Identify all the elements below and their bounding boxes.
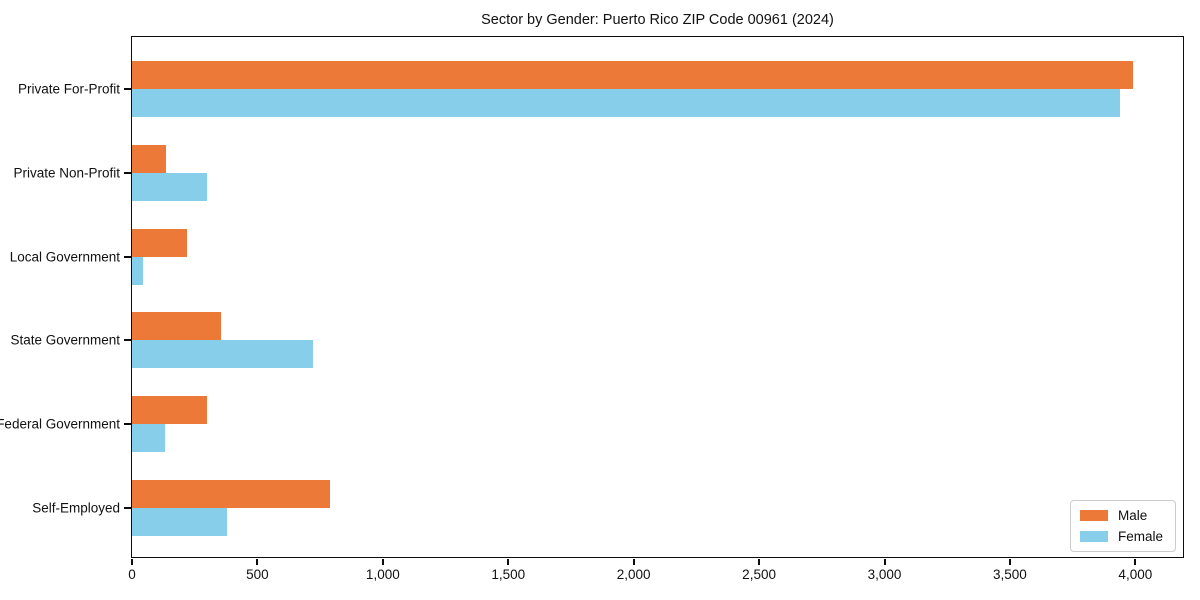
legend-label-male: Male	[1117, 508, 1148, 523]
legend: Male Female	[1069, 500, 1176, 552]
legend-item-female: Female	[1079, 529, 1163, 544]
plot-area: Private For-Profit Private Non-Profit Loca…	[0, 36, 1184, 582]
bar-male-private-for-profit	[132, 60, 1133, 89]
y-tick-mark	[124, 423, 131, 426]
bar-female-private-non-profit	[132, 172, 208, 201]
bar-male-private-non-profit	[132, 144, 166, 173]
bar-female-private-for-profit	[132, 88, 1121, 117]
x-tick-mark	[632, 559, 635, 565]
bar-male-self-employed	[132, 480, 331, 509]
y-tick-mark	[124, 507, 131, 510]
category-row-state-government: State Government	[10, 298, 1183, 382]
x-tick-label-500: 500	[246, 567, 269, 582]
x-tick-label-3-000: 3,000	[867, 567, 902, 582]
legend-swatch-male	[1079, 510, 1108, 521]
bar-female-self-employed	[132, 508, 228, 537]
y-tick-mark	[124, 255, 131, 258]
y-axis-label-self-employed: Self-Employed	[32, 500, 120, 516]
x-tick-mark	[507, 559, 510, 565]
x-tick-mark	[256, 559, 259, 565]
x-tick-label-2-500: 2,500	[742, 567, 776, 582]
category-row-private-non-profit: Private Non-Profit	[13, 131, 1183, 215]
category-row-local-government: Local Government	[10, 215, 1183, 299]
x-tick-mark	[1008, 559, 1011, 565]
y-axis-label-private-non-profit: Private Non-Profit	[13, 165, 120, 181]
legend-item-male: Male	[1079, 508, 1163, 523]
bar-male-local-government	[132, 228, 188, 257]
bar-rows: Private For-Profit Private Non-Profit Loca…	[0, 37, 1183, 557]
x-tick-label-1-000: 1,000	[365, 567, 400, 582]
x-tick-label-3-500: 3,500	[993, 567, 1027, 582]
bar-female-local-government	[132, 256, 144, 285]
y-axis-label-private-for-profit: Private For-Profit	[17, 81, 120, 97]
x-tick-mark	[381, 559, 384, 565]
bar-female-federal-government	[132, 424, 165, 453]
y-axis-label-local-government: Local Government	[9, 249, 120, 265]
x-tick-label-1-500: 1,500	[491, 567, 526, 582]
y-tick-mark	[124, 339, 131, 342]
category-row-private-for-profit: Private For-Profit	[18, 47, 1183, 131]
category-row-self-employed: Self-Employed	[32, 466, 1183, 550]
x-tick-label-2-000: 2,000	[616, 567, 651, 582]
y-tick-mark	[124, 87, 131, 90]
bar-male-federal-government	[132, 396, 208, 425]
y-axis-label-federal-government: Federal Government	[0, 416, 120, 432]
category-row-federal-government: Federal Government	[0, 382, 1183, 466]
legend-swatch-female	[1079, 531, 1108, 542]
x-tick-label-0: 0	[128, 567, 136, 582]
bar-male-state-government	[132, 312, 222, 341]
x-tick-label-4-000: 4,000	[1118, 567, 1153, 582]
x-tick-mark	[1134, 559, 1137, 565]
x-tick-mark	[758, 559, 761, 565]
chart-title: Sector by Gender: Puerto Rico ZIP Code 0…	[481, 12, 834, 28]
bar-female-state-government	[132, 340, 313, 369]
legend-label-female: Female	[1117, 529, 1163, 544]
y-axis-label-state-government: State Government	[10, 332, 120, 348]
x-tick-mark	[131, 559, 133, 565]
y-tick-mark	[124, 171, 131, 174]
x-tick-mark	[883, 559, 886, 565]
